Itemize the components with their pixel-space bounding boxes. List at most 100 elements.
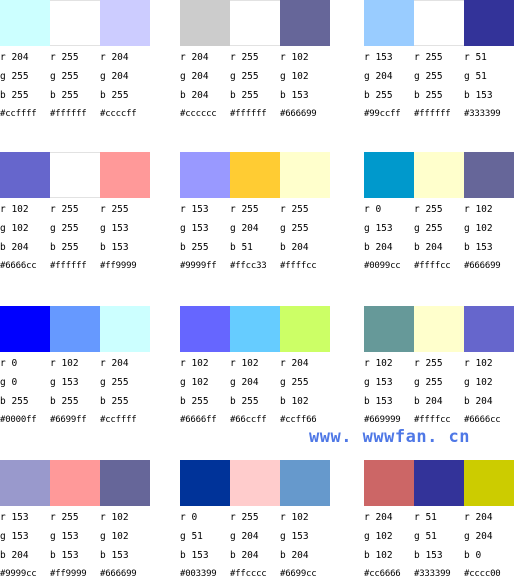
g-value: g 204 [364,71,393,82]
b-value: b 102 [280,396,309,407]
b-value: b 204 [180,90,209,101]
b-value: b 204 [414,396,443,407]
b-value: b 255 [0,396,29,407]
b-value-row: b 204 b 255 b 153 [0,238,150,257]
color-swatch [180,152,230,198]
hex-code-row: #0000ff #6699ff #ccffff [0,411,150,430]
r-value-row: r 102 r 255 r 102 [364,354,514,373]
g-value: g 204 [180,71,209,82]
b-value-row: b 204 b 255 b 153 [180,86,330,105]
r-value: r 0 [364,204,382,215]
r-value: r 204 [464,512,493,523]
swatch-row [180,152,330,198]
r-value: r 204 [280,358,309,369]
palette-4: r 102 r 255 r 255 g 102 g 255 g 153 b 204 b 255… [0,152,150,277]
swatch-row [0,460,150,506]
color-swatch [464,152,514,198]
color-swatch [364,152,414,198]
hex-code-row: #6666cc #ffffff #ff9999 [0,257,150,276]
g-value: g 153 [100,223,129,234]
b-value: b 204 [0,550,29,561]
color-swatch [0,306,50,352]
b-value-row: b 255 b 51 b 204 [180,238,330,257]
b-value: b 255 [180,242,209,253]
r-value: r 255 [414,204,443,215]
hex-code: #ccffff [0,109,37,119]
color-swatch [414,306,464,352]
hex-code-row: #ccffff #ffffff #ccccff [0,105,150,124]
palette-11: r 0 r 255 r 102 g 51 g 204 g 153 b 153 b 204 b 2… [180,460,330,585]
b-value: b 153 [50,550,79,561]
g-value: g 102 [464,223,493,234]
b-value: b 153 [280,90,309,101]
r-value: r 51 [414,512,437,523]
r-value: r 255 [414,52,443,63]
color-values: r 153 r 255 r 102 g 153 g 153 g 102 b 204 b 153… [0,508,150,584]
g-value: g 102 [280,71,309,82]
b-value: b 255 [180,396,209,407]
hex-code-row: #cccccc #ffffff #666699 [180,105,330,124]
color-swatch [180,460,230,506]
hex-code: #669999 [364,415,401,425]
r-value: r 102 [50,358,79,369]
hex-code: #ffcc33 [230,261,267,271]
hex-code: #333399 [464,109,501,119]
swatch-row [364,306,514,352]
g-value-row: g 153 g 255 g 102 [364,373,514,392]
color-swatch [280,306,330,352]
hex-code: #ffffff [50,109,87,119]
b-value-row: b 204 b 204 b 153 [364,238,514,257]
b-value: b 255 [50,90,79,101]
r-value-row: r 102 r 255 r 255 [0,200,150,219]
hex-code-row: #cc6666 #333399 #cccc00 [364,565,514,584]
g-value: g 102 [180,377,209,388]
r-value: r 255 [230,204,259,215]
r-value-row: r 153 r 255 r 51 [364,48,514,67]
g-value: g 255 [280,377,309,388]
r-value: r 102 [0,204,29,215]
b-value: b 255 [364,90,393,101]
b-value: b 255 [230,90,259,101]
hex-code-row: #669999 #ffffcc #6666cc [364,411,514,430]
r-value-row: r 0 r 255 r 102 [364,200,514,219]
palette-10: r 153 r 255 r 102 g 153 g 153 g 102 b 204 b 153… [0,460,150,585]
color-swatch [280,460,330,506]
b-value-row: b 255 b 255 b 255 [0,86,150,105]
g-value-row: g 102 g 51 g 204 [364,527,514,546]
swatch-row [364,152,514,198]
g-value-row: g 153 g 153 g 102 [0,527,150,546]
r-value-row: r 204 r 51 r 204 [364,508,514,527]
b-value-row: b 153 b 204 b 204 [180,546,330,565]
g-value: g 0 [0,377,18,388]
r-value: r 102 [464,204,493,215]
watermark-text: www. wwwfan. cn [309,427,471,447]
g-value: g 51 [180,531,203,542]
g-value-row: g 51 g 204 g 153 [180,527,330,546]
b-value: b 153 [464,90,493,101]
b-value: b 102 [364,550,393,561]
b-value: b 204 [280,242,309,253]
r-value: r 102 [280,52,309,63]
b-value: b 255 [50,396,79,407]
hex-code: #ff9999 [50,569,87,579]
color-swatch [230,460,280,506]
palette-3: r 153 r 255 r 51 g 204 g 255 g 51 b 255 b 255 b … [364,0,514,125]
r-value: r 204 [100,358,129,369]
hex-code: #ccccff [100,109,137,119]
palette-9: r 102 r 255 r 102 g 153 g 255 g 102 b 153 b 204… [364,306,514,431]
color-swatch [100,306,150,352]
g-value: g 204 [100,71,129,82]
g-value: g 255 [100,377,129,388]
g-value: g 153 [180,223,209,234]
swatch-row [0,152,150,198]
b-value: b 255 [414,90,443,101]
g-value: g 255 [414,71,443,82]
b-value: b 255 [100,396,129,407]
r-value: r 153 [0,512,29,523]
r-value: r 204 [0,52,29,63]
hex-code: #cccc00 [464,569,501,579]
b-value: b 204 [230,550,259,561]
g-value-row: g 153 g 204 g 255 [180,219,330,238]
r-value: r 153 [364,52,393,63]
r-value: r 102 [180,358,209,369]
